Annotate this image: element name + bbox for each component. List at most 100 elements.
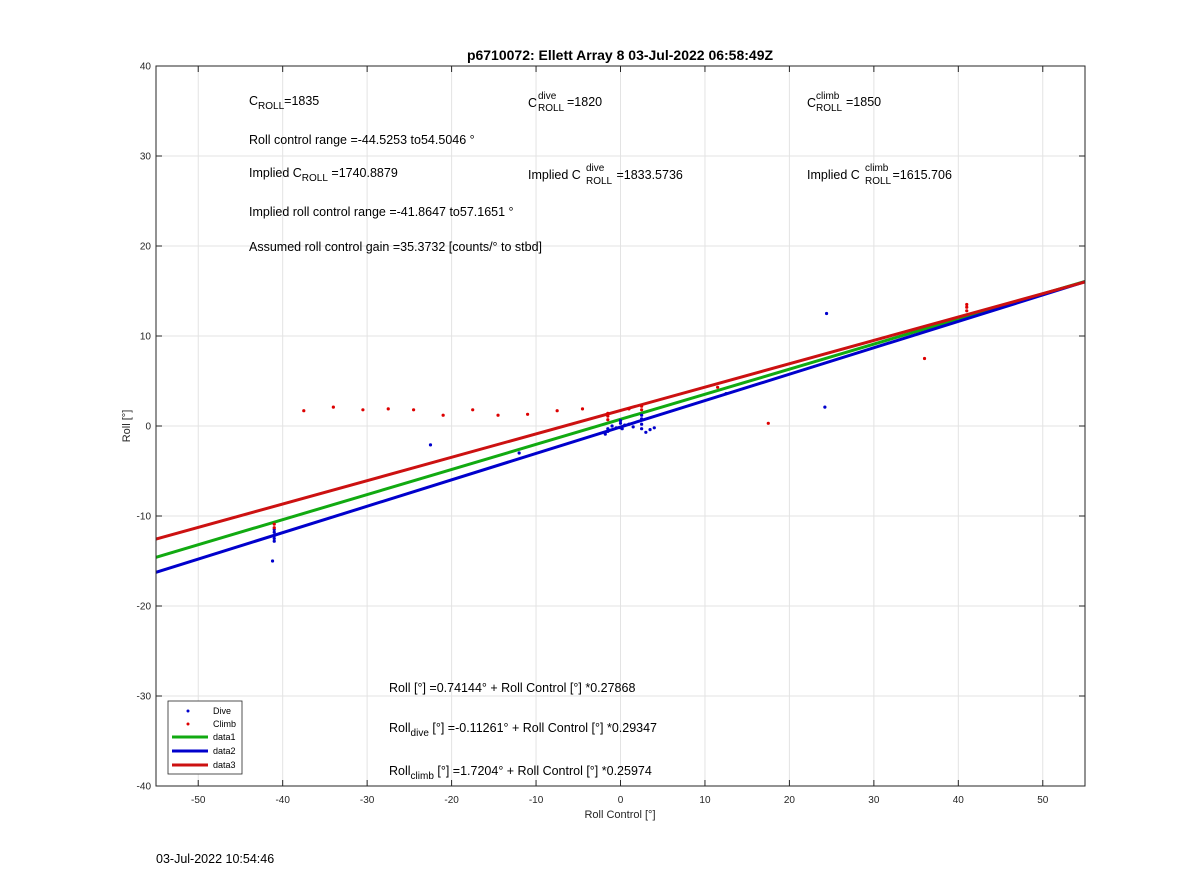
- implied-roll-range-annotation: Implied roll control range =-41.8647 to5…: [249, 205, 514, 219]
- data-point-climb: [526, 412, 530, 416]
- footer-timestamp: 03-Jul-2022 10:54:46: [156, 852, 275, 866]
- x-tick-label: -10: [529, 795, 544, 806]
- x-tick-label: 10: [699, 795, 711, 806]
- data-point-climb: [471, 408, 475, 412]
- roll-control-range-annotation: Roll control range =-44.5253 to54.5046 °: [249, 133, 475, 147]
- fit-line-data3: [155, 280, 1086, 541]
- data-point-dive: [640, 427, 644, 431]
- plot-frame: [155, 65, 1086, 787]
- data-point-climb: [496, 413, 500, 417]
- data-point-dive: [618, 421, 623, 425]
- legend-label-dive: Dive: [213, 706, 231, 716]
- data-point-climb: [272, 526, 276, 530]
- data-point-climb: [716, 385, 720, 389]
- c-roll-dive-annotation: Cdive ROLL =1820: [528, 91, 602, 114]
- data-point-climb: [272, 522, 276, 526]
- data-point-climb: [640, 404, 644, 408]
- x-tick-label: 0: [618, 795, 624, 806]
- legend-label-data1: data1: [213, 732, 236, 742]
- legend-label-climb: Climb: [213, 719, 236, 729]
- y-tick-label: 10: [140, 332, 152, 343]
- data-point-dive: [644, 430, 648, 434]
- legend-swatch-dive: [186, 709, 190, 713]
- data-point-climb: [386, 407, 390, 411]
- fit-equation-dive: Rolldive [°] =-0.11261° + Roll Control […: [389, 721, 657, 739]
- y-tick-label: 20: [140, 242, 152, 253]
- data-points: [270, 302, 969, 563]
- x-tick-label: 50: [1037, 795, 1049, 806]
- data-point-dive: [272, 530, 276, 534]
- x-tick-label: -30: [360, 795, 375, 806]
- data-point-dive: [272, 539, 276, 543]
- data-point-climb: [441, 413, 445, 417]
- data-point-climb: [302, 409, 306, 413]
- x-tick-label: -40: [275, 795, 290, 806]
- y-tick-label: 0: [145, 422, 151, 433]
- data-point-dive: [652, 426, 656, 430]
- chart-title: p6710072: Ellett Array 8 03-Jul-2022 06:…: [467, 47, 774, 63]
- x-tick-label: 40: [953, 795, 965, 806]
- y-tick-label: 40: [140, 62, 152, 73]
- y-tick-label: 30: [140, 152, 152, 163]
- axis-ticks: -50 -40 -30 -20 -10 0 10 20 30 40 50 -40 -30 -20 -10 0 1…: [137, 62, 1085, 806]
- data-point-dive: [823, 405, 827, 409]
- data-point-dive: [648, 428, 652, 432]
- data-point-climb: [555, 409, 559, 413]
- data-point-dive: [614, 426, 618, 430]
- data-point-climb: [580, 407, 585, 411]
- data-point-dive: [428, 443, 433, 447]
- data-point-dive: [618, 419, 623, 423]
- data-point-climb: [606, 414, 610, 418]
- x-tick-label: -20: [444, 795, 459, 806]
- data-point-dive: [620, 427, 624, 431]
- x-tick-label: 20: [784, 795, 796, 806]
- data-point-climb: [606, 418, 610, 422]
- y-tick-label: -10: [137, 512, 152, 523]
- data-point-dive: [724, 392, 728, 396]
- data-point-climb: [965, 309, 969, 313]
- y-axis-label: Roll [°]: [121, 410, 133, 443]
- legend-label-data3: data3: [213, 760, 236, 770]
- fit-equation-climb: Rollclimb [°] =1.7204° + Roll Control [°…: [389, 764, 652, 782]
- data-point-dive: [272, 536, 276, 541]
- data-point-climb: [606, 411, 610, 415]
- y-tick-label: -40: [137, 782, 152, 793]
- data-point-climb: [766, 421, 770, 425]
- data-point-climb: [627, 407, 631, 411]
- x-axis-label: Roll Control [°]: [584, 809, 655, 821]
- data-point-climb: [965, 305, 969, 309]
- legend-label-data2: data2: [213, 746, 236, 756]
- data-point-dive: [606, 429, 610, 433]
- implied-c-roll-annotation: Implied CROLL =1740.8879: [249, 166, 398, 184]
- data-point-dive: [606, 427, 610, 431]
- data-point-dive: [631, 425, 635, 429]
- data-point-dive: [272, 534, 276, 538]
- c-roll-annotation: CROLL=1835: [249, 94, 319, 112]
- data-point-climb: [331, 405, 335, 409]
- data-point-climb: [640, 408, 644, 412]
- x-tick-label: 30: [868, 795, 880, 806]
- data-point-dive: [640, 422, 644, 426]
- data-point-dive: [640, 417, 644, 421]
- legend-swatch-climb: [186, 722, 190, 726]
- data-point-climb: [922, 356, 927, 361]
- data-point-climb: [965, 302, 969, 307]
- data-point-dive: [640, 413, 644, 417]
- data-point-dive: [610, 424, 614, 428]
- data-point-dive: [627, 422, 631, 426]
- y-tick-label: -30: [137, 692, 152, 703]
- data-point-dive: [623, 423, 627, 427]
- legend: Dive Climb data1 data2 data3: [167, 700, 243, 775]
- x-tick-label: -50: [191, 795, 206, 806]
- data-point-dive: [603, 432, 607, 436]
- data-point-climb: [361, 408, 365, 412]
- fit-equation-all: Roll [°] =0.74144° + Roll Control [°] *0…: [389, 681, 635, 695]
- data-point-dive: [270, 559, 275, 563]
- assumed-gain-annotation: Assumed roll control gain =35.3732 [coun…: [249, 240, 542, 254]
- c-roll-climb-annotation: Cclimb ROLL =1850: [807, 91, 881, 114]
- data-point-climb: [411, 408, 416, 412]
- data-point-dive: [824, 311, 829, 316]
